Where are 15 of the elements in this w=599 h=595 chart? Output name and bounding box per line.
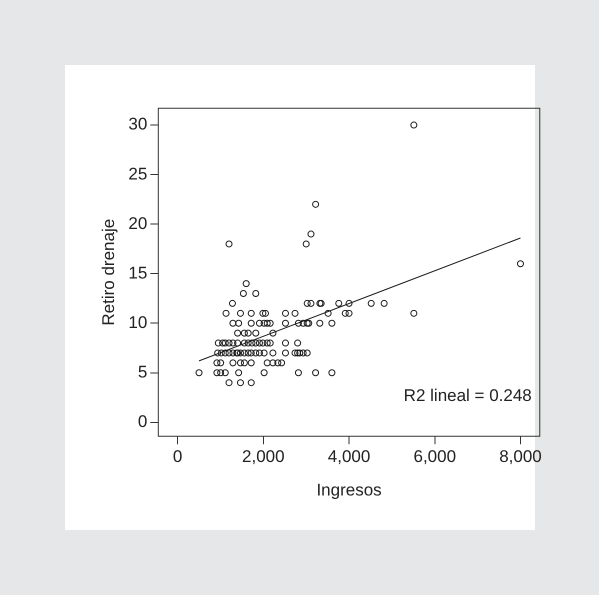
- y-axis-title: Retiro drenaje: [98, 218, 118, 326]
- y-tick-label: 0: [138, 412, 148, 432]
- x-tick-label: 8,000: [499, 447, 542, 466]
- y-tick-label: 25: [128, 164, 148, 184]
- y-tick-label: 5: [138, 362, 148, 382]
- annotation: R2 lineal = 0.248: [404, 386, 532, 405]
- x-tick-label: 4,000: [328, 447, 370, 466]
- x-tick-label: 6,000: [413, 447, 456, 466]
- x-axis-title: Ingresos: [316, 480, 382, 500]
- y-tick-label: 30: [128, 114, 148, 134]
- x-tick-label: 2,000: [242, 447, 285, 466]
- y-tick-label: 10: [128, 312, 148, 332]
- y-tick-label: 20: [128, 214, 148, 233]
- x-tick-label: 0: [172, 447, 182, 466]
- y-tick-label: 15: [128, 263, 148, 282]
